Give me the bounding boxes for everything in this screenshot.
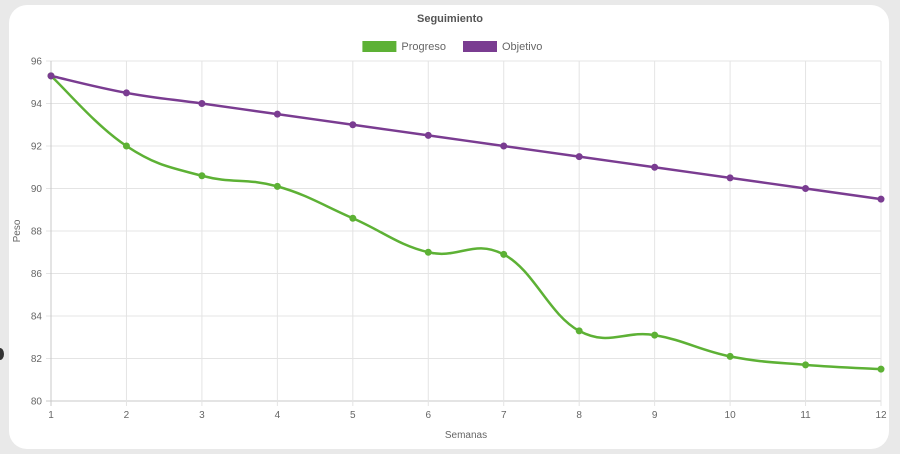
data-point-objetivo[interactable] <box>349 121 357 129</box>
data-point-objetivo[interactable] <box>122 89 130 97</box>
y-tick-label: 96 <box>31 57 43 68</box>
series-line-progreso <box>50 74 882 371</box>
data-point-progreso[interactable] <box>349 214 357 222</box>
y-axis-ticks: 80 82 84 86 88 90 92 94 96 <box>31 57 43 408</box>
data-point-progreso[interactable] <box>877 365 885 373</box>
series-line-objetivo <box>50 74 882 201</box>
series-points <box>47 72 885 373</box>
x-tick-label: 9 <box>652 410 658 421</box>
x-tick-label: 4 <box>275 410 281 421</box>
x-tick-label: 1 <box>48 410 54 421</box>
data-point-progreso[interactable] <box>198 172 206 180</box>
data-point-progreso[interactable] <box>726 352 734 360</box>
data-point-progreso[interactable] <box>500 250 508 258</box>
x-tick-label: 8 <box>576 410 582 421</box>
legend-swatch <box>463 41 497 52</box>
x-axis-label: Semanas <box>445 430 487 441</box>
series-lines <box>50 74 882 371</box>
data-point-objetivo[interactable] <box>651 163 659 171</box>
legend-item-objetivo[interactable]: Objetivo <box>463 41 542 53</box>
y-tick-label: 94 <box>31 99 43 110</box>
y-tick-label: 82 <box>31 354 43 365</box>
data-point-objetivo[interactable] <box>575 153 583 161</box>
data-point-progreso[interactable] <box>651 331 659 339</box>
chart-card <box>9 5 889 449</box>
y-tick-label: 90 <box>31 184 43 195</box>
x-tick-label: 3 <box>199 410 205 421</box>
data-point-objetivo[interactable] <box>802 185 810 192</box>
data-point-progreso[interactable] <box>273 182 281 190</box>
data-point-objetivo[interactable] <box>47 72 55 80</box>
data-point-progreso[interactable] <box>575 327 583 335</box>
data-point-objetivo[interactable] <box>424 131 432 139</box>
x-tick-label: 2 <box>124 410 130 421</box>
data-point-objetivo[interactable] <box>273 110 281 118</box>
y-tick-label: 80 <box>31 397 43 408</box>
y-tick-label: 88 <box>31 227 43 238</box>
x-tick-label: 7 <box>501 410 507 421</box>
legend-swatch <box>362 41 397 52</box>
data-point-progreso[interactable] <box>122 142 130 150</box>
edge-control-dot <box>0 348 4 360</box>
legend-item-progreso[interactable]: Progreso <box>362 41 446 53</box>
grid <box>46 60 882 406</box>
legend-label: Objetivo <box>502 41 542 53</box>
y-axis-label: Peso <box>12 219 23 242</box>
x-tick-label: 10 <box>725 410 737 421</box>
legend: Progreso Objetivo <box>362 41 542 53</box>
x-tick-label: 12 <box>875 410 887 421</box>
data-point-objetivo[interactable] <box>500 142 508 150</box>
x-tick-label: 6 <box>425 410 431 421</box>
data-point-objetivo[interactable] <box>198 100 206 107</box>
x-tick-label: 5 <box>350 410 356 421</box>
x-axis-ticks: 1 2 3 4 5 6 7 8 9 10 11 12 <box>48 410 887 421</box>
y-tick-label: 84 <box>31 312 43 323</box>
data-point-objetivo[interactable] <box>726 174 734 182</box>
data-point-objetivo[interactable] <box>877 195 885 203</box>
chart-title: Seguimiento <box>417 13 483 25</box>
x-tick-label: 11 <box>800 410 811 421</box>
y-tick-label: 92 <box>31 142 43 153</box>
legend-label: Progreso <box>401 41 446 53</box>
y-tick-label: 86 <box>31 269 43 280</box>
data-point-progreso[interactable] <box>424 248 432 256</box>
data-point-progreso[interactable] <box>802 361 810 369</box>
